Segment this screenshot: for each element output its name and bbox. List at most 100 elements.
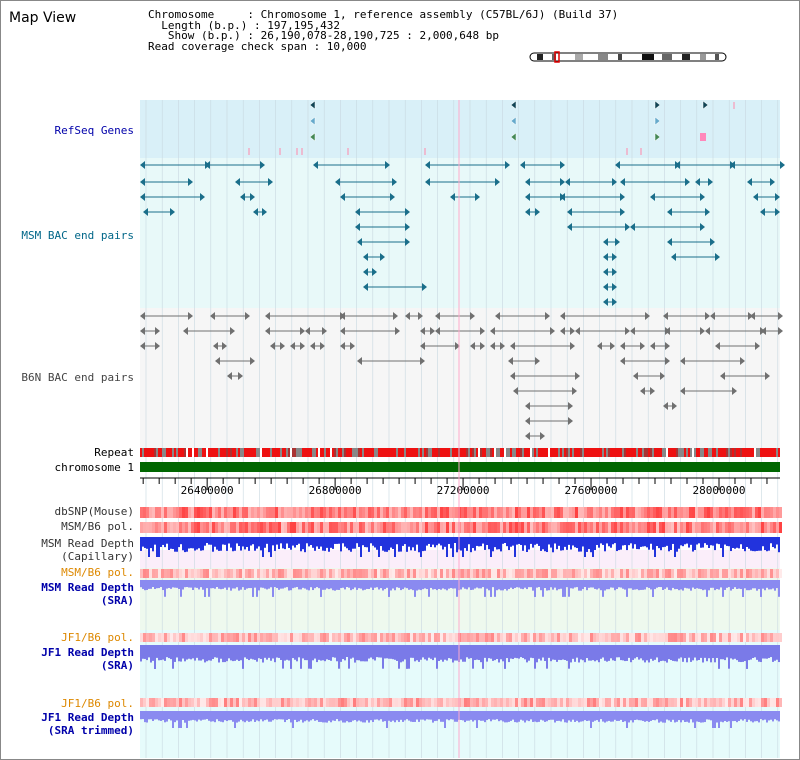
- bac-end-left-glyph[interactable]: [603, 298, 608, 306]
- bac-end-right-glyph[interactable]: [685, 178, 690, 186]
- bac-end-left-glyph[interactable]: [620, 178, 625, 186]
- bac-end-right-glyph[interactable]: [732, 387, 737, 395]
- bac-end-left-glyph[interactable]: [705, 327, 710, 335]
- bac-end-left-glyph[interactable]: [420, 342, 425, 350]
- bac-end-left-glyph[interactable]: [357, 238, 362, 246]
- bac-end-left-glyph[interactable]: [680, 357, 685, 365]
- bac-end-left-glyph[interactable]: [490, 342, 495, 350]
- bac-end-left-glyph[interactable]: [305, 327, 310, 335]
- feature-arrow-glyph[interactable]: [654, 132, 661, 142]
- bac-end-left-glyph[interactable]: [513, 387, 518, 395]
- bac-end-right-glyph[interactable]: [765, 372, 770, 380]
- bac-end-left-glyph[interactable]: [603, 268, 608, 276]
- chromosome-bar[interactable]: [140, 462, 780, 472]
- feature-arrow-glyph[interactable]: [510, 132, 517, 142]
- bac-end-left-glyph[interactable]: [140, 161, 145, 169]
- bac-end-right-glyph[interactable]: [612, 253, 617, 261]
- bac-end-right-glyph[interactable]: [755, 342, 760, 350]
- bac-end-right-glyph[interactable]: [572, 387, 577, 395]
- read-depth-tracks[interactable]: [140, 537, 780, 728]
- bac-end-left-glyph[interactable]: [720, 372, 725, 380]
- bac-end-left-glyph[interactable]: [490, 327, 495, 335]
- bac-end-right-glyph[interactable]: [568, 417, 573, 425]
- bac-end-right-glyph[interactable]: [620, 193, 625, 201]
- feature-arrow-glyph[interactable]: [702, 100, 709, 110]
- bac-end-left-glyph[interactable]: [671, 253, 676, 261]
- bac-end-left-glyph[interactable]: [340, 312, 345, 320]
- bac-end-right-glyph[interactable]: [540, 432, 545, 440]
- bac-end-left-glyph[interactable]: [405, 312, 410, 320]
- bac-end-left-glyph[interactable]: [510, 372, 515, 380]
- bac-end-left-glyph[interactable]: [640, 387, 645, 395]
- bac-end-left-glyph[interactable]: [630, 327, 635, 335]
- bac-end-left-glyph[interactable]: [435, 312, 440, 320]
- bac-end-left-glyph[interactable]: [615, 161, 620, 169]
- track-label-b6n-bac[interactable]: B6N BAC end pairs: [21, 371, 134, 384]
- bac-end-left-glyph[interactable]: [663, 402, 668, 410]
- bac-end-left-glyph[interactable]: [355, 208, 360, 216]
- bac-end-left-glyph[interactable]: [650, 193, 655, 201]
- bac-end-left-glyph[interactable]: [695, 178, 700, 186]
- bac-end-left-glyph[interactable]: [140, 327, 145, 335]
- bac-end-left-glyph[interactable]: [357, 357, 362, 365]
- bac-end-left-glyph[interactable]: [270, 342, 275, 350]
- bac-end-right-glyph[interactable]: [505, 161, 510, 169]
- bac-end-right-glyph[interactable]: [778, 312, 783, 320]
- bac-end-right-glyph[interactable]: [640, 342, 645, 350]
- bac-end-right-glyph[interactable]: [780, 161, 785, 169]
- bac-end-left-glyph[interactable]: [265, 327, 270, 335]
- feature-arrow-glyph[interactable]: [654, 116, 661, 126]
- feature-arrow-glyph[interactable]: [510, 100, 517, 110]
- bac-end-right-glyph[interactable]: [495, 178, 500, 186]
- bac-end-right-glyph[interactable]: [620, 208, 625, 216]
- bac-end-right-glyph[interactable]: [700, 223, 705, 231]
- bac-end-right-glyph[interactable]: [200, 193, 205, 201]
- bac-end-right-glyph[interactable]: [300, 327, 305, 335]
- bac-end-right-glyph[interactable]: [545, 312, 550, 320]
- bac-end-right-glyph[interactable]: [740, 357, 745, 365]
- bac-end-right-glyph[interactable]: [422, 283, 427, 291]
- bac-end-left-glyph[interactable]: [140, 312, 145, 320]
- bac-end-left-glyph[interactable]: [753, 193, 758, 201]
- track-label-msm-depth-capillary[interactable]: MSM Read Depth (Capillary): [4, 537, 134, 563]
- bac-end-right-glyph[interactable]: [612, 178, 617, 186]
- bac-end-right-glyph[interactable]: [455, 342, 460, 350]
- bac-end-left-glyph[interactable]: [508, 357, 513, 365]
- bac-end-left-glyph[interactable]: [265, 312, 270, 320]
- bac-end-right-glyph[interactable]: [470, 312, 475, 320]
- bac-end-right-glyph[interactable]: [705, 312, 710, 320]
- bac-end-left-glyph[interactable]: [510, 342, 515, 350]
- bac-end-left-glyph[interactable]: [140, 178, 145, 186]
- bac-end-left-glyph[interactable]: [667, 238, 672, 246]
- bac-end-right-glyph[interactable]: [268, 178, 273, 186]
- bac-end-right-glyph[interactable]: [155, 327, 160, 335]
- bac-end-left-glyph[interactable]: [710, 312, 715, 320]
- bac-end-right-glyph[interactable]: [570, 327, 575, 335]
- feature-arrow-glyph[interactable]: [309, 100, 316, 110]
- bac-end-right-glyph[interactable]: [430, 327, 435, 335]
- bac-end-left-glyph[interactable]: [620, 342, 625, 350]
- bac-end-right-glyph[interactable]: [155, 342, 160, 350]
- bac-end-right-glyph[interactable]: [405, 238, 410, 246]
- bac-end-left-glyph[interactable]: [675, 161, 680, 169]
- bac-end-right-glyph[interactable]: [625, 327, 630, 335]
- bac-end-right-glyph[interactable]: [230, 327, 235, 335]
- bac-end-right-glyph[interactable]: [322, 327, 327, 335]
- bac-end-right-glyph[interactable]: [570, 342, 575, 350]
- bac-end-left-glyph[interactable]: [560, 193, 565, 201]
- bac-end-left-glyph[interactable]: [525, 432, 530, 440]
- bac-end-left-glyph[interactable]: [450, 193, 455, 201]
- bac-end-left-glyph[interactable]: [620, 357, 625, 365]
- bac-end-left-glyph[interactable]: [525, 402, 530, 410]
- bac-end-left-glyph[interactable]: [435, 327, 440, 335]
- bac-end-left-glyph[interactable]: [140, 193, 145, 201]
- bac-end-left-glyph[interactable]: [597, 342, 602, 350]
- bac-end-left-glyph[interactable]: [425, 178, 430, 186]
- polymorphism-heatmaps[interactable]: [140, 507, 782, 707]
- bac-end-left-glyph[interactable]: [525, 208, 530, 216]
- bac-end-right-glyph[interactable]: [245, 312, 250, 320]
- track-label-jf1-depth-sra[interactable]: JF1 Read Depth (SRA): [4, 646, 134, 672]
- bac-end-left-glyph[interactable]: [747, 178, 752, 186]
- track-label-msm-b6-pol[interactable]: MSM/B6 pol.: [61, 520, 134, 533]
